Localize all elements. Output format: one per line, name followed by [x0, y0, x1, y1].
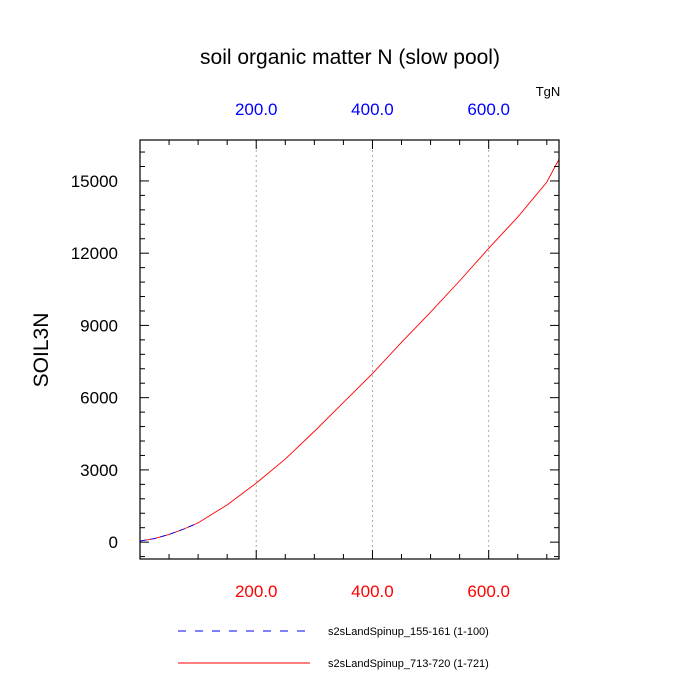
y-tick-label-2: 6000 — [80, 389, 118, 408]
y-tick-label-1: 3000 — [80, 461, 118, 480]
series-group — [140, 159, 560, 542]
x-tick-label-top-0: 200.0 — [235, 100, 278, 119]
legend: s2sLandSpinup_155-161 (1-100) s2sLandSpin… — [178, 626, 489, 670]
y-tick-label-0: 0 — [109, 533, 118, 552]
x-tick-label-bottom-0: 200.0 — [235, 582, 278, 601]
tick-labels: 200.0 400.0 600.0 200.0 400.0 600.0 0 3000 6000 9… — [71, 100, 510, 601]
legend-label-0: s2sLandSpinup_155-161 (1-100) — [328, 626, 489, 638]
x-tick-label-top-2: 600.0 — [467, 100, 510, 119]
series-line-red-solid — [140, 159, 560, 542]
axis-ticks — [140, 140, 559, 559]
plot-frame — [139, 139, 560, 560]
grid-lines — [255, 140, 490, 559]
series-line-blue-dashed — [140, 522, 199, 542]
y-axis-label: SOIL3N — [30, 313, 53, 388]
x-tick-label-top-1: 400.0 — [351, 100, 394, 119]
legend-label-1: s2sLandSpinup_713-720 (1-721) — [328, 658, 489, 670]
y-tick-label-4: 12000 — [71, 244, 118, 263]
y-tick-label-5: 15000 — [71, 172, 118, 191]
y-tick-label-3: 9000 — [80, 316, 118, 335]
chart-title: soil organic matter N (slow pool) — [200, 46, 500, 69]
x-tick-label-bottom-2: 600.0 — [467, 582, 510, 601]
top-axis-unit: TgN — [536, 84, 561, 99]
x-tick-label-bottom-1: 400.0 — [351, 582, 394, 601]
